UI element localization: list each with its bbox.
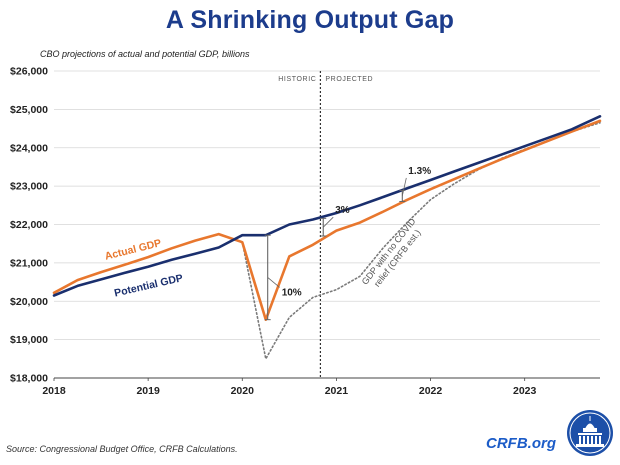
y-tick-label: $18,000 bbox=[10, 373, 48, 385]
y-tick-label: $20,000 bbox=[10, 296, 48, 308]
series-line-potential bbox=[52, 115, 602, 297]
source-note: Source: Congressional Budget Office, CRF… bbox=[6, 444, 238, 454]
gap-annotation: 3% bbox=[335, 205, 350, 216]
y-tick-label: $26,000 bbox=[10, 66, 48, 78]
y-tick-label: $21,000 bbox=[10, 257, 48, 269]
actual-gdp-label: Actual GDP bbox=[104, 237, 163, 263]
series-line-nocovid bbox=[241, 122, 601, 360]
annotation-leader bbox=[322, 216, 334, 228]
projected-label: PROJECTED bbox=[325, 76, 373, 83]
y-tick-label: $19,000 bbox=[10, 334, 48, 346]
x-tick-label: 2021 bbox=[325, 385, 349, 397]
x-tick-label: 2018 bbox=[42, 385, 66, 397]
historic-label: HISTORIC bbox=[278, 76, 316, 83]
y-tick-label: $22,000 bbox=[10, 219, 48, 231]
x-tick-label: 2022 bbox=[419, 385, 443, 397]
annotation-leader bbox=[401, 177, 407, 196]
brand-link[interactable]: CRFB.org bbox=[486, 435, 556, 452]
gap-annotation: 1.3% bbox=[408, 166, 431, 177]
y-tick-label: $23,000 bbox=[10, 181, 48, 193]
gap-annotation: 10% bbox=[282, 287, 302, 298]
annotation-leader bbox=[267, 277, 280, 288]
capitol-logo-icon bbox=[567, 410, 613, 456]
potential-gdp-label: Potential GDP bbox=[113, 272, 184, 299]
y-tick-label: $24,000 bbox=[10, 142, 48, 154]
x-tick-label: 2023 bbox=[513, 385, 537, 397]
chart-subtitle: CBO projections of actual and potential … bbox=[40, 49, 250, 59]
x-tick-label: 2020 bbox=[231, 385, 255, 397]
y-tick-label: $25,000 bbox=[10, 104, 48, 116]
series-line-actual bbox=[52, 119, 602, 322]
chart-title: A Shrinking Output Gap bbox=[165, 6, 455, 34]
x-tick-label: 2019 bbox=[136, 385, 160, 397]
